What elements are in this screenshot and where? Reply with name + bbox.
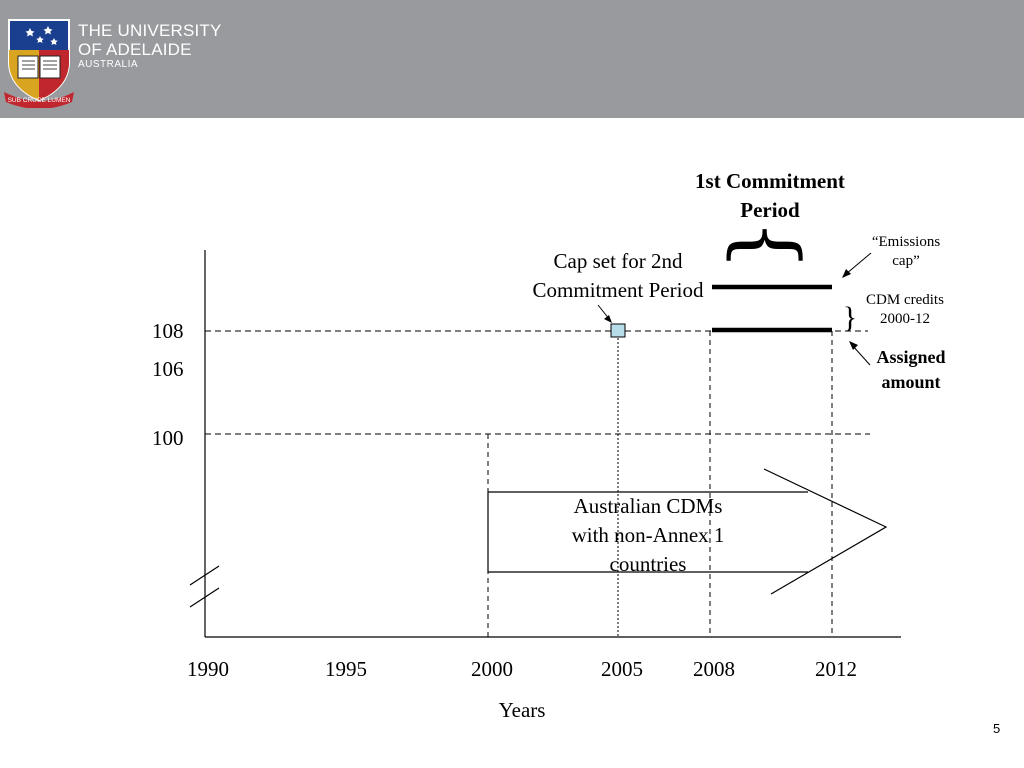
axis-break-mark — [189, 587, 220, 608]
university-name-line2: OF ADELAIDE — [78, 40, 192, 59]
x-tick-label: 2012 — [815, 657, 857, 681]
assigned-amount-arrowhead — [849, 341, 858, 350]
cdm-arrow-body — [487, 491, 808, 573]
emissions-cap-label: “Emissions cap” — [856, 233, 956, 271]
cdm-arrow-text-line3: countries — [609, 552, 687, 576]
emissions-cap-line1: “Emissions — [871, 234, 941, 250]
cdm-credits-label: CDM credits 2000-12 — [855, 291, 955, 329]
motto-text: SUB CRUCE LUMEN — [8, 97, 71, 104]
header-bar: SUB CRUCE LUMEN THE UNIVERSITY OF ADELAI… — [0, 0, 1024, 118]
cap-marker-square — [610, 323, 626, 338]
x-tick-label: 2005 — [601, 657, 643, 681]
page-number: 5 — [993, 721, 1001, 736]
cdm-arrow-text: Australian CDMs with non-Annex 1 countri… — [538, 492, 758, 579]
cap-label: Cap set for 2nd Commitment Period — [508, 247, 728, 305]
cdm-credits-line1: CDM credits — [866, 292, 944, 308]
commitment-period-title: 1st Commitment Period — [670, 167, 870, 225]
cap-pointer-arrowhead — [604, 315, 612, 323]
university-name-line1: THE UNIVERSITY — [78, 21, 222, 40]
cdm-arrow-text-line1: Australian CDMs — [573, 494, 723, 518]
emissions-cap-arrow — [845, 252, 872, 275]
x-tick-label: 1990 — [187, 657, 229, 681]
assigned-amount-label: Assigned amount — [860, 345, 962, 395]
assigned-amount-line2: amount — [881, 372, 941, 392]
cdm-credits-brace: } — [843, 301, 857, 334]
x-tick-label: 1995 — [325, 657, 367, 681]
university-country: AUSTRALIA — [78, 59, 139, 70]
emissions-cap-arrowhead — [842, 269, 851, 278]
cdm-credits-line2: 2000-12 — [880, 311, 930, 327]
y-tick-label: 106 — [152, 357, 184, 381]
x-tick-label: 2008 — [693, 657, 735, 681]
x-tick-label: 2000 — [471, 657, 513, 681]
cdm-arrow-text-line2: with non-Annex 1 — [571, 523, 725, 547]
commitment-period-title-line1: 1st Commitment — [695, 169, 845, 193]
y-tick-label: 100 — [152, 426, 184, 450]
cap-label-line1: Cap set for 2nd — [553, 249, 683, 273]
cdm-arrow-head — [763, 468, 888, 595]
emissions-cap-line2: cap” — [892, 253, 920, 269]
commitment-period-brace: { — [720, 219, 815, 271]
axis-break-mark — [189, 565, 220, 586]
x-axis-title: Years — [498, 698, 546, 722]
cap-label-line2: Commitment Period — [532, 278, 704, 302]
commitment-period-title-line2: Period — [740, 198, 800, 222]
assigned-amount-line1: Assigned — [876, 347, 946, 367]
university-crest-logo: SUB CRUCE LUMEN — [4, 19, 74, 108]
assigned-amount-arrow — [851, 344, 871, 366]
y-tick-label: 108 — [152, 319, 184, 343]
